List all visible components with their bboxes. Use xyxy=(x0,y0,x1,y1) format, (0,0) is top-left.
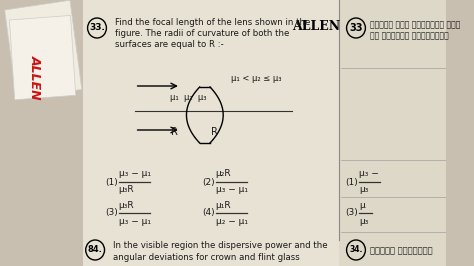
Text: μ₃R: μ₃R xyxy=(118,185,134,194)
Text: μ: μ xyxy=(359,201,365,210)
Text: μ₁  μ₂  μ₃: μ₁ μ₂ μ₃ xyxy=(170,93,207,102)
Text: μ₁R: μ₁R xyxy=(216,201,231,210)
Text: R: R xyxy=(211,127,218,137)
Text: (3): (3) xyxy=(106,209,118,218)
Text: μ₃ − μ₁: μ₃ − μ₁ xyxy=(118,169,151,178)
Text: μ₃ − μ₁: μ₃ − μ₁ xyxy=(216,185,248,194)
Text: ALLEN: ALLEN xyxy=(29,55,42,100)
Text: μ₃: μ₃ xyxy=(359,217,368,226)
Bar xyxy=(339,0,447,266)
Circle shape xyxy=(346,240,365,260)
Text: (3): (3) xyxy=(346,209,358,218)
Text: (1): (1) xyxy=(106,177,118,186)
Circle shape xyxy=(86,240,105,260)
Text: μ₂ − μ₁: μ₂ − μ₁ xyxy=(216,217,248,226)
Text: In the visible region the dispersive power and the: In the visible region the dispersive pow… xyxy=(113,242,328,251)
Bar xyxy=(339,0,447,266)
Text: 34.: 34. xyxy=(349,246,363,255)
Text: (1): (1) xyxy=(346,177,358,186)
Text: μ₁ < μ₂ ≤ μ₃: μ₁ < μ₂ ≤ μ₃ xyxy=(231,74,281,83)
Text: Find the focal length of the lens shown in the: Find the focal length of the lens shown … xyxy=(115,18,310,27)
Text: surfaces are equal to R :-: surfaces are equal to R :- xyxy=(115,40,224,49)
Text: 33.: 33. xyxy=(89,23,105,32)
Bar xyxy=(83,0,339,266)
Text: μ₂R: μ₂R xyxy=(216,169,231,178)
Text: (4): (4) xyxy=(202,209,215,218)
Text: angular deviations for crown and flint glass: angular deviations for crown and flint g… xyxy=(113,252,300,261)
Text: R: R xyxy=(171,127,178,137)
Text: μ₃: μ₃ xyxy=(359,185,368,194)
Bar xyxy=(0,0,83,266)
Bar xyxy=(9,15,76,100)
Circle shape xyxy=(88,18,107,38)
Text: (2): (2) xyxy=(202,177,215,186)
Text: ALLEN: ALLEN xyxy=(292,20,340,33)
Text: दृश्य क्षेत्र: दृश्य क्षेत्र xyxy=(370,246,433,255)
Text: की वक्रता त्रिज्या: की वक्रता त्रिज्या xyxy=(370,31,449,40)
Text: μ₃ − μ₁: μ₃ − μ₁ xyxy=(118,217,151,226)
Bar xyxy=(5,0,82,99)
Text: figure. The radii of curvature of both the: figure. The radii of curvature of both t… xyxy=(115,29,289,38)
Text: μ₃ −: μ₃ − xyxy=(359,169,379,178)
Circle shape xyxy=(346,18,365,38)
Text: μ₃R: μ₃R xyxy=(118,201,134,210)
Text: 84.: 84. xyxy=(88,246,102,255)
Text: चित्र में दर्शाये लें: चित्र में दर्शाये लें xyxy=(370,20,461,29)
Text: 33: 33 xyxy=(349,23,363,33)
